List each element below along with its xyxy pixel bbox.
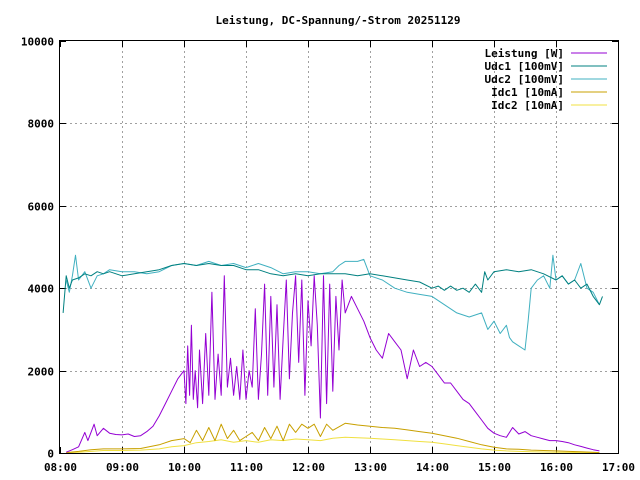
- y-tick-label: 0: [47, 448, 54, 461]
- legend-label: Idc1 [10mA]: [491, 86, 564, 99]
- series-line: [66, 436, 600, 454]
- x-tick-label: 09:00: [106, 461, 139, 474]
- x-tick-label: 08:00: [44, 461, 77, 474]
- series-lines: [62, 254, 603, 454]
- legend-label: Idc2 [10mA]: [491, 99, 564, 112]
- y-tick-label: 4000: [28, 283, 55, 296]
- x-tick-label: 11:00: [230, 461, 263, 474]
- legend-label: Udc1 [100mV]: [485, 60, 564, 73]
- x-axis: 08:00 09:00 10:00 11:00 12:00 13:00 14:00 15:00…: [44, 41, 635, 474]
- y-tick-label: 2000: [28, 366, 55, 379]
- legend: Leistung [W]Udc1 [100mV]Udc2 [100mV]Idc1…: [485, 47, 607, 112]
- plot-frame: [59, 40, 619, 454]
- legend-label: Udc2 [100mV]: [485, 73, 564, 86]
- chart-title: Leistung, DC-Spannung/-Strom 20251129: [215, 14, 460, 27]
- series-line: [66, 422, 600, 454]
- y-tick-label: 8000: [28, 118, 55, 131]
- x-tick-label: 16:00: [540, 461, 573, 474]
- series-line: [62, 263, 603, 313]
- x-tick-label: 14:00: [416, 461, 449, 474]
- y-axis: 0 2000 4000 6000 8000 10000: [21, 36, 618, 461]
- y-tick-label: 10000: [21, 36, 54, 49]
- y-tick-label: 6000: [28, 201, 55, 214]
- legend-label: Leistung [W]: [485, 47, 564, 60]
- x-tick-label: 10:00: [168, 461, 201, 474]
- x-tick-label: 13:00: [354, 461, 387, 474]
- grid: [60, 41, 618, 453]
- series-line: [65, 254, 600, 351]
- series-line: [66, 275, 600, 453]
- x-tick-label: 15:00: [478, 461, 511, 474]
- x-tick-label: 17:00: [602, 461, 635, 474]
- x-tick-label: 12:00: [292, 461, 325, 474]
